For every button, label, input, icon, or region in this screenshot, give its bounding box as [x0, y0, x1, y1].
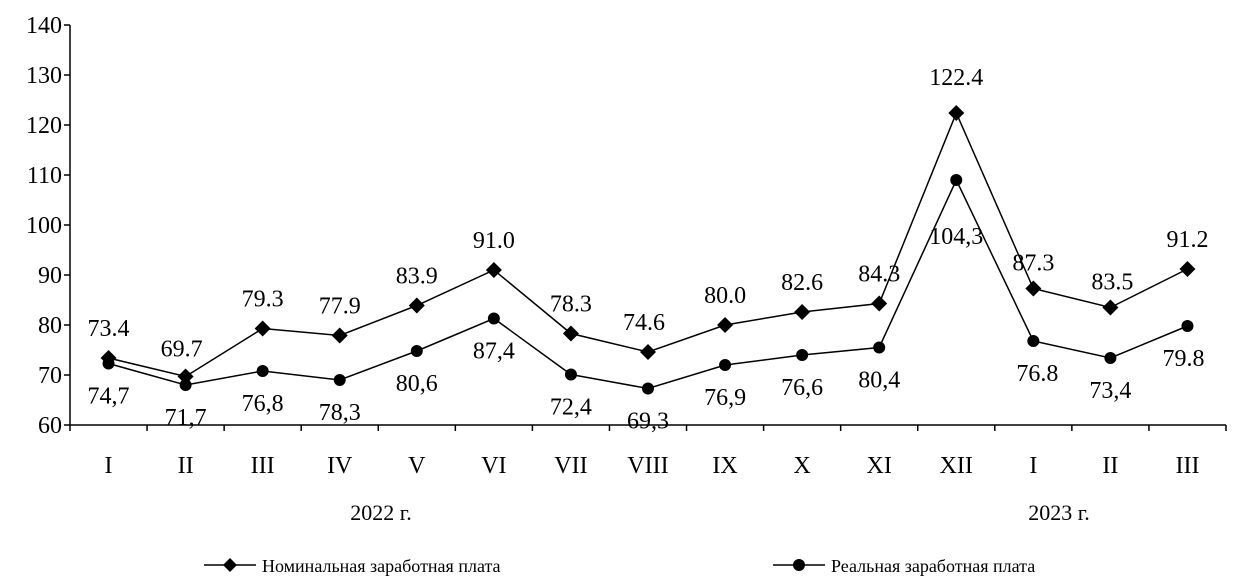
x-tick-label: I: [105, 453, 113, 479]
x-tick-label: VIII: [627, 453, 668, 479]
x-tick-label: VI: [481, 453, 506, 479]
data-label-nominal: 82.6: [781, 270, 823, 296]
data-label-nominal: 80.0: [704, 283, 746, 309]
x-axis-ticks: I II III IV V VI VII VIII IX X XI XII I II III: [69, 425, 1227, 479]
data-label-real: 87,4: [473, 339, 515, 365]
data-label-real: 80,4: [858, 368, 900, 394]
data-label-real: 72,4: [550, 395, 592, 421]
point-nominal: [717, 317, 734, 333]
point-real: [1027, 335, 1040, 347]
point-nominal: [562, 325, 579, 342]
point-nominal: [794, 304, 811, 320]
data-label-real: 78,3: [319, 400, 361, 426]
data-label-nominal: 83.9: [396, 264, 438, 290]
point-nominal: [1102, 299, 1119, 316]
series-line-nominal: [108, 111, 1188, 378]
data-labels: 73.4 69.7 79.3 77.9 83.9 91.0 78.3 74.6 80.0 82.6…: [88, 65, 1209, 435]
y-tick-label: 70: [38, 363, 62, 389]
y-tick-label: 80: [38, 313, 62, 339]
data-label-nominal: 84.3: [858, 262, 900, 288]
point-real: [102, 357, 115, 370]
point-real: [950, 174, 963, 186]
data-label-nominal: 73.4: [88, 316, 130, 342]
data-label-real: 76,9: [704, 385, 746, 411]
point-nominal: [1179, 261, 1196, 277]
data-label-real: 80,6: [396, 371, 438, 397]
x-tick-label: IV: [327, 453, 353, 479]
x-tick-label: II: [1102, 453, 1118, 479]
series-markers: [100, 105, 1196, 395]
y-tick-label: 130: [26, 63, 62, 89]
point-real: [642, 382, 654, 395]
y-tick-label: 100: [26, 213, 62, 239]
point-nominal: [408, 297, 425, 314]
data-label-real: 76.8: [1016, 361, 1058, 387]
data-label-nominal: 122.4: [929, 65, 983, 91]
x-tick-label: X: [793, 453, 810, 479]
point-nominal: [254, 320, 271, 337]
data-label-nominal: 91.0: [473, 228, 515, 254]
data-label-nominal: 83.5: [1091, 270, 1133, 296]
point-real: [487, 312, 500, 325]
y-tick-label: 110: [27, 163, 62, 189]
point-nominal: [871, 295, 888, 312]
year-labels: 2022 г. 2023 г.: [350, 500, 1090, 525]
x-tick-label: XI: [867, 453, 892, 479]
data-label-nominal: 74.6: [623, 310, 665, 336]
point-real: [1181, 320, 1194, 332]
y-tick-label: 120: [26, 113, 62, 139]
point-real: [256, 365, 269, 377]
point-real: [796, 349, 809, 361]
year-label-2023: 2023 г.: [1028, 500, 1090, 525]
point-real: [719, 359, 732, 371]
y-tick-label: 60: [38, 413, 62, 439]
point-nominal: [640, 344, 656, 360]
data-label-real: 74,7: [88, 384, 130, 410]
point-nominal: [948, 105, 965, 121]
data-label-nominal: 79.3: [242, 287, 284, 313]
y-axis-ticks: 60 70 80 90 100 110 120 130 140: [26, 13, 70, 439]
legend-diamond-icon: [223, 558, 237, 572]
point-nominal: [331, 327, 348, 344]
x-tick-label: II: [178, 453, 194, 479]
x-tick-label: III: [1175, 453, 1199, 479]
y-tick-label: 140: [26, 13, 62, 39]
x-tick-label: III: [251, 453, 275, 479]
point-nominal: [177, 368, 194, 385]
year-label-2022: 2022 г.: [350, 500, 412, 525]
x-tick-label: V: [408, 453, 426, 479]
legend-circle-icon: [793, 559, 805, 571]
data-label-real: 79.8: [1162, 346, 1204, 372]
legend: Номинальная заработная плата Реальная за…: [204, 556, 1035, 576]
x-tick-label: I: [1029, 453, 1037, 479]
data-label-nominal: 77.9: [319, 294, 361, 320]
point-real: [333, 374, 346, 386]
point-real: [410, 345, 423, 357]
point-nominal: [1025, 280, 1042, 297]
point-real: [179, 379, 192, 391]
x-tick-label: IX: [712, 453, 737, 479]
data-label-real: 76,6: [781, 375, 823, 401]
legend-label-real: Реальная заработная плата: [831, 556, 1035, 576]
x-tick-label: VII: [554, 453, 587, 479]
data-label-nominal: 69.7: [161, 337, 203, 363]
legend-label-nominal: Номинальная заработная плата: [262, 556, 501, 576]
data-label-real: 73,4: [1089, 378, 1131, 404]
x-tick-label: XII: [940, 453, 973, 479]
data-label-nominal: 87.3: [1012, 251, 1054, 277]
y-tick-label: 90: [38, 263, 62, 289]
data-label-real: 71,7: [165, 405, 207, 431]
point-real: [1104, 352, 1117, 364]
data-label-nominal: 78.3: [550, 292, 592, 318]
point-real: [564, 368, 577, 381]
data-label-real: 76,8: [242, 391, 284, 417]
point-real: [873, 341, 886, 354]
data-label-nominal: 91.2: [1166, 227, 1208, 253]
point-nominal: [485, 262, 502, 278]
data-label-real: 104,3: [929, 224, 983, 250]
data-label-real: 69,3: [627, 409, 669, 435]
